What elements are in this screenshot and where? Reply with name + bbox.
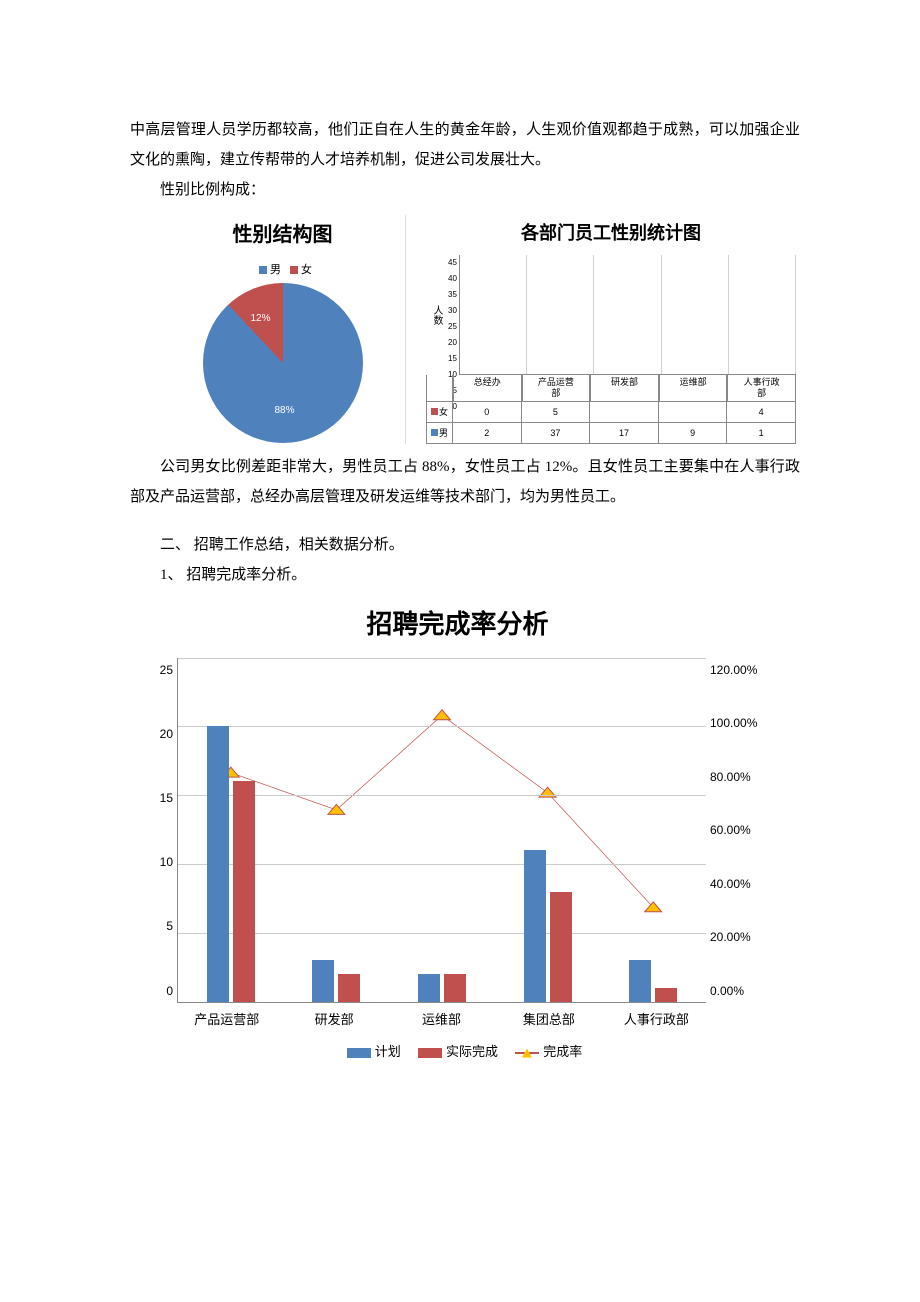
dept-bar-title: 各部门员工性别统计图	[426, 215, 796, 251]
charts-row-1: 性别结构图 男 女 12% 88% 各部门员工性别统计图 人数 45403530…	[170, 215, 800, 444]
pie-legend: 男 女	[170, 259, 395, 281]
pie-chart: 性别结构图 男 女 12% 88%	[170, 215, 406, 444]
pie-slice-label-female: 12%	[251, 309, 271, 329]
section-heading-2-1: 1、 招聘完成率分析。	[130, 560, 800, 590]
dept-bar-ylabel: 人数	[426, 305, 446, 325]
legend-swatch-female	[290, 266, 298, 274]
legend-label-female: 女	[301, 264, 312, 276]
legend-label-plan: 计划	[375, 1044, 401, 1059]
pie-title: 性别结构图	[170, 215, 395, 255]
combo-plot-area	[177, 658, 706, 1003]
pie-slice-label-male: 88%	[275, 401, 295, 421]
dept-bar-yaxis: 454035302520151050	[448, 255, 459, 375]
dept-bar-row-female: 女054	[426, 402, 796, 423]
dept-bar-chart: 各部门员工性别统计图 人数 454035302520151050 总经办产品运营…	[426, 215, 796, 444]
dept-bar-row-male: 男2371791	[426, 423, 796, 444]
paragraph-3: 公司男女比例差距非常大，男性员工占 88%，女性员工占 12%。且女性员工主要集…	[130, 452, 800, 512]
dept-bar-categories: 总经办产品运营部研发部运维部人事行政部	[426, 375, 796, 402]
combo-yaxis-right: 120.00%100.00%80.00%60.00%40.00%20.00%0.…	[706, 658, 770, 1003]
section-heading-2: 二、 招聘工作总结，相关数据分析。	[130, 530, 800, 560]
legend-swatch-actual	[418, 1048, 442, 1058]
combo-yaxis-left: 2520151050	[145, 658, 177, 1003]
dept-bar-area	[459, 255, 796, 375]
combo-title: 招聘完成率分析	[145, 598, 770, 650]
legend-swatch-male	[259, 266, 267, 274]
legend-swatch-rate	[515, 1052, 539, 1054]
legend-label-actual: 实际完成	[446, 1044, 498, 1059]
paragraph-1: 中高层管理人员学历都较高，他们正自在人生的黄金年龄，人生观价值观都趋于成熟，可以…	[130, 115, 800, 175]
combo-chart: 招聘完成率分析 2520151050 120.00%100.00%80.00%6…	[145, 598, 770, 1065]
legend-swatch-plan	[347, 1048, 371, 1058]
paragraph-2: 性别比例构成：	[130, 175, 800, 205]
legend-label-rate: 完成率	[543, 1044, 582, 1059]
legend-label-male: 男	[270, 264, 281, 276]
combo-categories: 产品运营部研发部运维部集团总部人事行政部	[173, 1003, 710, 1033]
combo-legend: 计划 实际完成 完成率	[145, 1039, 770, 1065]
